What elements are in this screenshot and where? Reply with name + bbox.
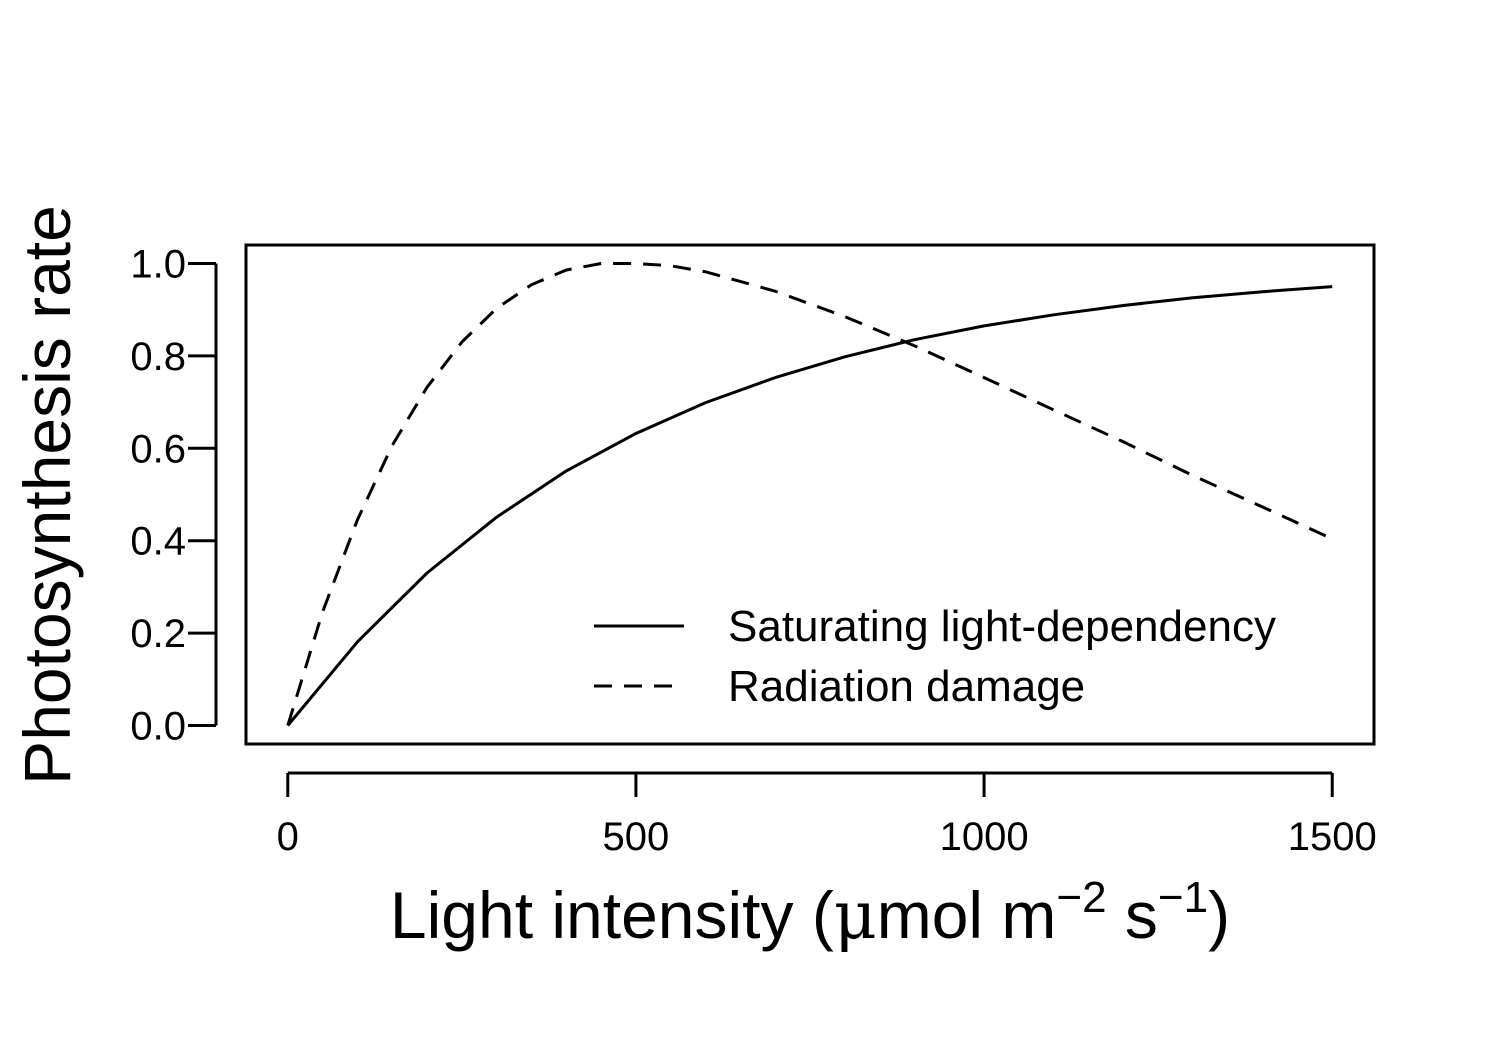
x-axis-title: Light intensity (μmol m−2 s−1) [390,873,1230,954]
x-axis-title-mu: μ [834,877,877,954]
x-axis-title-close: ) [1208,878,1230,952]
plot-frame [244,243,1376,746]
x-axis-title-exp-a: −2 [1056,873,1106,922]
legend-label-1: Saturating light-dependency [728,602,1276,651]
y-tick-label: 1.0 [130,242,186,286]
x-tick-label: 500 [603,815,670,859]
x-tick-label: 1000 [940,815,1029,859]
series-layer [286,262,1333,727]
x-tick-label: 0 [277,815,299,859]
x-axis-title-unit-b: s [1107,878,1158,952]
x-axis-title-unit-a: mol m [877,878,1057,952]
y-tick-label: 0.0 [130,705,186,749]
series-line-1 [286,285,1333,727]
y-tick-label: 0.4 [130,520,186,564]
y-tick-label: 0.8 [130,335,186,379]
x-axis-title-text: Light intensity ( [390,878,834,952]
y-tick-label: 0.6 [130,427,186,471]
x-tick-label: 1500 [1288,815,1377,859]
x-axis-title-exp-b: −1 [1158,873,1208,922]
legend-label-2: Radiation damage [728,662,1085,711]
y-axis-title: Photosynthesis rate [10,205,84,785]
legend: Saturating light-dependency Radiation dam… [594,602,1276,711]
series-line-2 [286,262,1333,726]
axis-layer: 0 500 1000 1500 0.0 0.2 0.4 0.6 0.8 1.0 [130,242,1376,859]
y-tick-label: 0.2 [130,612,186,656]
